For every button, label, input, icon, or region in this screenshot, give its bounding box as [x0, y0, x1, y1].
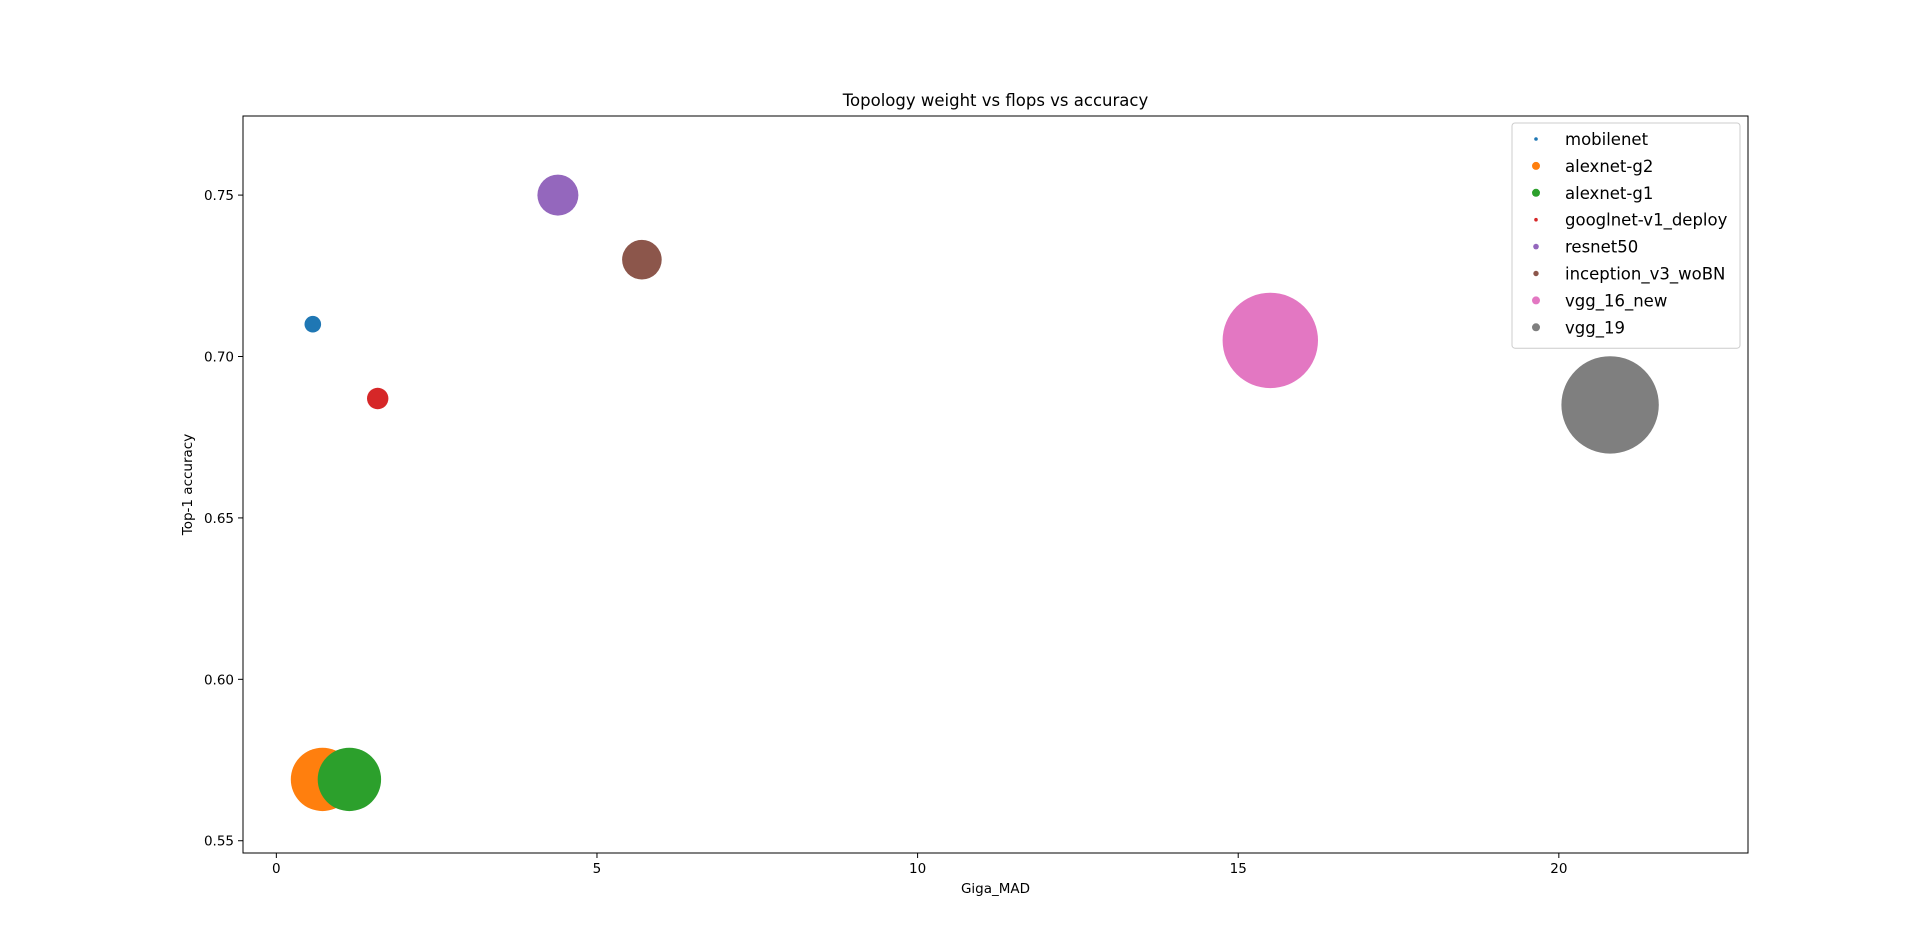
- chart-title: Topology weight vs flops vs accuracy: [842, 91, 1149, 110]
- x-tick-label: 20: [1550, 861, 1567, 877]
- legend-label-mobilenet: mobilenet: [1565, 130, 1649, 149]
- legend-marker-vgg_16_new: [1532, 296, 1540, 305]
- y-tick-label: 0.75: [204, 188, 234, 204]
- y-tick-label: 0.55: [204, 834, 234, 850]
- axes-frame: [242, 115, 1749, 854]
- legend: mobilenet alexnet-g2 alexnet-g1 googlnet-v1…: [1511, 122, 1741, 349]
- legend-label-alexnet-g2: alexnet-g2: [1565, 157, 1653, 176]
- legend-label-googlnet-v1_deploy: googlnet-v1_deploy: [1565, 211, 1728, 231]
- legend-marker-resnet50: [1533, 243, 1539, 250]
- y-tick-label: 0.65: [204, 511, 234, 527]
- legend-marker-vgg_19: [1532, 323, 1540, 332]
- legend-label-alexnet-g1: alexnet-g1: [1565, 184, 1653, 203]
- legend-label-vgg_16_new: vgg_16_new: [1565, 291, 1667, 311]
- legend-label-vgg_19: vgg_19: [1565, 318, 1625, 338]
- point-vgg_19: [1561, 356, 1659, 454]
- legend-marker-inception_v3_woBN: [1533, 270, 1539, 277]
- point-googlnet-v1_deploy: [367, 387, 389, 410]
- point-vgg_16_new: [1222, 292, 1319, 389]
- legend-label-inception_v3_woBN: inception_v3_woBN: [1565, 265, 1725, 285]
- y-tick-label: 0.70: [204, 350, 234, 366]
- x-tick-label: 0: [272, 861, 281, 877]
- y-tick-label: 0.60: [204, 672, 234, 688]
- legend-frame: [1511, 122, 1741, 349]
- y-axis-label: Top-1 accuracy: [180, 434, 196, 536]
- x-tick-label: 15: [1230, 861, 1247, 877]
- point-mobilenet: [304, 315, 322, 333]
- point-inception_v3_woBN: [622, 239, 662, 280]
- point-alexnet-g1: [317, 747, 382, 812]
- legend-marker-googlnet-v1_deploy: [1534, 217, 1538, 222]
- legend-marker-mobilenet: [1534, 137, 1538, 141]
- legend-label-resnet50: resnet50: [1565, 238, 1638, 257]
- legend-marker-alexnet-g1: [1532, 188, 1540, 197]
- point-resnet50: [537, 174, 579, 216]
- x-tick-label: 10: [909, 861, 926, 877]
- legend-marker-alexnet-g2: [1532, 161, 1540, 170]
- x-tick-label: 5: [593, 861, 602, 877]
- x-axis-label: Giga_MAD: [961, 881, 1030, 897]
- plot-area: 0 5 10 15 20 0.55 0.60 0.65 0.70 0.75: [204, 115, 1749, 877]
